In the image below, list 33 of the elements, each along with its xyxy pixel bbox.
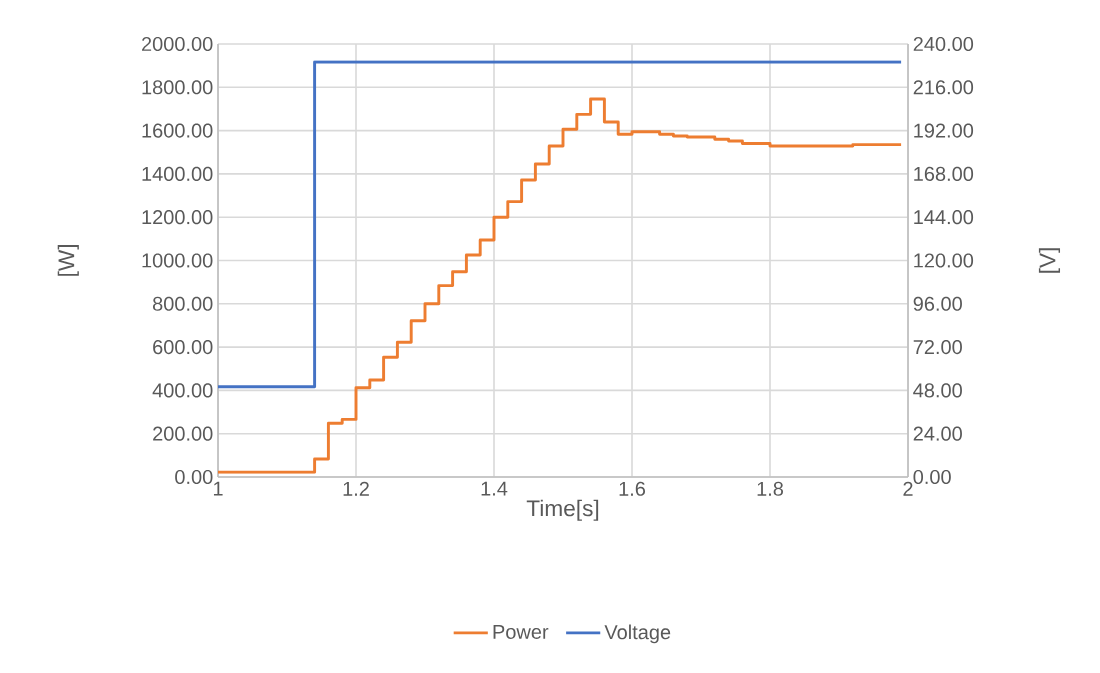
y2-tick-label: 96.00 — [913, 296, 962, 311]
y-tick-label: 600.00 — [153, 340, 213, 355]
y-tick-label: 1200.00 — [142, 210, 213, 225]
x-tick-label: 1.4 — [481, 481, 508, 496]
y2-tick-label: 168.00 — [914, 166, 974, 181]
x-tick-label: 1.8 — [757, 481, 784, 496]
y-tick-label: 400.00 — [152, 383, 213, 398]
y-tick-label: 1400.00 — [142, 166, 213, 181]
y-tick-label: 1800.00 — [142, 80, 213, 95]
y-tick-label: 800.00 — [153, 296, 213, 311]
y-axis-title: [W] — [57, 245, 79, 276]
x-tick-label: 2 — [903, 481, 913, 496]
y2-tick-label: 144.00 — [914, 210, 974, 225]
y2-tick-label: 216.00 — [913, 80, 974, 95]
y-tick-label: 200.00 — [153, 426, 213, 441]
y2-tick-label: 240.00 — [913, 36, 974, 52]
y2-tick-label: 0.00 — [913, 469, 951, 485]
x-tick-label: 1 — [213, 481, 223, 496]
legend-label: Voltage — [604, 624, 671, 644]
x-axis-title: Time[s] — [526, 499, 599, 521]
y2-tick-label: 192.00 — [914, 123, 974, 138]
y2-tick-label: 24.00 — [913, 426, 962, 441]
y-tick-label: 1000.00 — [142, 253, 213, 268]
y2-axis-title: [V] — [1038, 248, 1061, 273]
legend-label: Power — [493, 624, 549, 639]
y-tick-label: 1600.00 — [142, 123, 213, 138]
y-tick-label: 2000.00 — [142, 36, 213, 52]
y2-tick-label: 120.00 — [914, 253, 974, 268]
y2-tick-label: 72.00 — [913, 340, 962, 355]
x-tick-label: 1.6 — [619, 481, 646, 496]
y2-tick-label: 48.00 — [913, 383, 962, 398]
y-tick-label: 0.00 — [175, 469, 213, 485]
x-tick-label: 1.2 — [343, 481, 369, 496]
